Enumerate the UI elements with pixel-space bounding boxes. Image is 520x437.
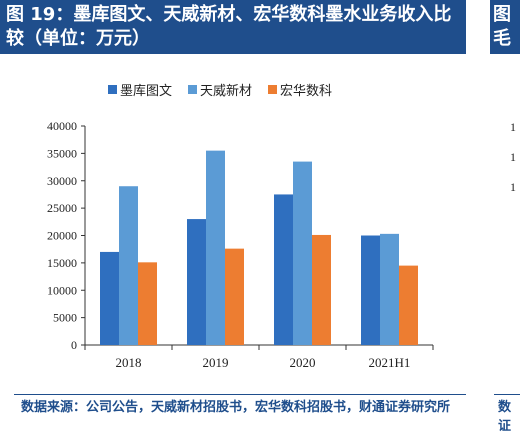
neighbor-source-line-1: 数: [498, 400, 512, 415]
bar: [312, 234, 331, 345]
legend-label-series-2: 天威新材: [200, 83, 253, 99]
bar-chart: 0 5000 10000 15000 20000 25000 30000 35000 40000…: [47, 119, 434, 370]
legend-item-series-1: 墨库图文: [108, 80, 172, 99]
figure-title-bar: 图 19：墨库图文、天威新材、宏华数科墨水业务收入比较（单位：万元）: [0, 0, 466, 54]
bar: [293, 161, 312, 345]
bar: [361, 235, 380, 345]
legend-label-series-1: 墨库图文: [120, 83, 173, 99]
bar: [138, 262, 157, 345]
figure-title: 图 19：墨库图文、天威新材、宏华数科墨水业务收入比较（单位：万元）: [6, 4, 452, 49]
x-tick-label: 2018: [116, 355, 142, 370]
bar: [380, 233, 399, 345]
neighbor-title-line-2: 毛: [493, 28, 511, 49]
legend-swatch-series-1: [108, 84, 117, 94]
bar: [225, 248, 244, 345]
y-tick-label: 35000: [47, 146, 77, 160]
bar: [399, 265, 418, 345]
legend-swatch-series-2: [188, 84, 198, 94]
neighbor-source-note: 数 证: [498, 398, 520, 436]
bar: [274, 194, 293, 345]
bar: [119, 186, 138, 345]
y-tick-label: 0: [71, 338, 77, 352]
bar: [206, 150, 225, 345]
neighbor-figure-title: 图 毛: [493, 3, 520, 51]
y-tick-label: 5000: [53, 311, 77, 325]
neighbor-title-line-1: 图: [493, 4, 511, 25]
y-tick-label: 20000: [47, 229, 77, 243]
source-divider: [14, 394, 466, 395]
x-tick-label: 2019: [203, 355, 229, 370]
x-tick-label: 2021H1: [369, 355, 411, 370]
chart-legend: 墨库图文 天威新材 宏华数科: [108, 80, 348, 99]
bar: [100, 251, 119, 345]
neighbor-source-divider: [494, 394, 520, 395]
legend-item-series-2: 天威新材: [188, 80, 252, 99]
legend-label-series-3: 宏华数科: [280, 83, 333, 99]
legend-item-series-3: 宏华数科: [268, 80, 332, 99]
x-tick-label: 2020: [290, 355, 316, 370]
y-tick-label: 40000: [47, 119, 77, 133]
neighbor-axis-tick-3: 1: [510, 180, 516, 194]
legend-swatch-series-3: [268, 84, 278, 94]
neighbor-figure-title-bar: 图 毛: [490, 0, 520, 54]
y-tick-label: 25000: [47, 201, 77, 215]
neighbor-source-line-2: 证: [498, 419, 512, 434]
neighbor-axis-tick-1: 1: [510, 120, 516, 134]
neighbor-axis-tick-2: 1: [510, 150, 516, 164]
y-tick-label: 30000: [47, 174, 77, 188]
y-tick-label: 10000: [47, 283, 77, 297]
data-source-note: 数据来源：公司公告，天威新材招股书，宏华数科招股书，财通证券研究所: [21, 400, 451, 415]
bar: [187, 219, 206, 345]
y-tick-label: 15000: [47, 256, 77, 270]
